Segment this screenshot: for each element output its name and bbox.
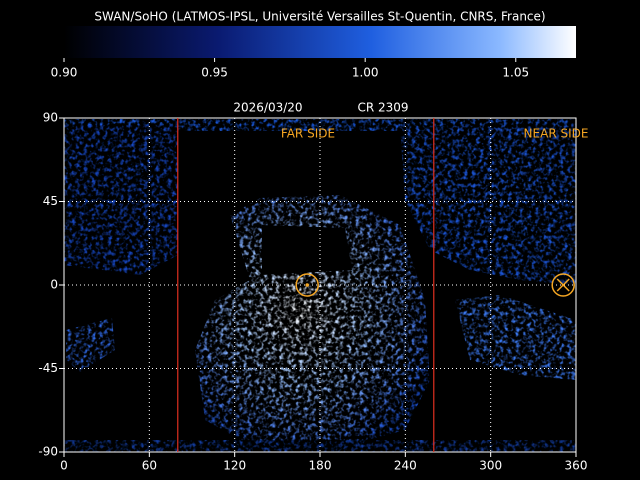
x-tick-label: 240 xyxy=(394,459,417,473)
y-tick-label: 0 xyxy=(50,278,58,292)
emission-map xyxy=(64,119,576,452)
colorbar xyxy=(64,26,576,58)
sun-marker-part xyxy=(551,273,575,297)
colorbar-tick-label: 0.95 xyxy=(201,66,228,80)
sun-marker xyxy=(551,273,575,297)
y-tick-label: 45 xyxy=(43,194,58,208)
x-tick-label: 0 xyxy=(60,459,68,473)
x-tick-label: 120 xyxy=(223,459,246,473)
x-tick-label: 360 xyxy=(565,459,588,473)
x-tick-label: 180 xyxy=(309,459,332,473)
colorbar-tick-label: 1.05 xyxy=(502,66,529,80)
sun-marker xyxy=(295,273,319,297)
rotation-label: CR 2309 xyxy=(357,101,408,115)
x-tick-label: 300 xyxy=(479,459,502,473)
sun-marker-part xyxy=(556,278,570,292)
date-label: 2026/03/20 xyxy=(233,101,302,115)
dark-region xyxy=(262,225,352,275)
y-tick-label: -90 xyxy=(38,445,58,459)
sun-marker-part xyxy=(295,273,319,297)
y-tick-label: 90 xyxy=(43,111,58,125)
annotation: FAR SIDE xyxy=(281,127,335,141)
sun-marker-part xyxy=(305,283,310,287)
x-tick-label: 60 xyxy=(142,459,157,473)
annotation: NEAR SIDE xyxy=(524,127,589,141)
y-tick-label: -45 xyxy=(38,361,58,375)
colorbar-tick-label: 0.90 xyxy=(51,66,78,80)
colorbar-tick-label: 1.00 xyxy=(352,66,379,80)
chart-title: SWAN/SoHO (LATMOS-IPSL, Université Versa… xyxy=(94,10,545,24)
